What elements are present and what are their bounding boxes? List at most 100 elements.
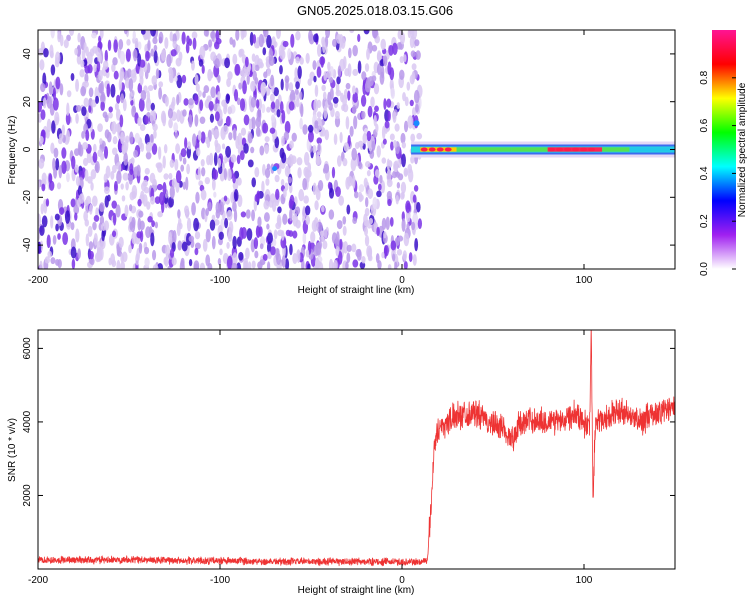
spectrogram-noise-blob: [208, 101, 214, 111]
spectrogram-noise-blob: [128, 204, 133, 212]
spectrogram-noise-blob: [336, 33, 342, 44]
spectrogram-noise-blob: [267, 261, 271, 269]
spectrogram-noise-blob: [226, 209, 233, 221]
spectrogram-noise-blob: [50, 64, 56, 76]
spectrogram-noise-blob: [210, 86, 216, 99]
colorbar-tick-label: 0.0: [699, 262, 710, 276]
spectrogram-noise-blob: [217, 91, 221, 101]
spectrogram-noise-blob: [186, 163, 191, 175]
spectrogram-noise-blob: [120, 183, 124, 190]
spectrogram-noise-blob: [115, 123, 121, 133]
carrier-track-peak: [580, 147, 588, 152]
spectrogram-noise-blob: [153, 44, 158, 52]
spectrogram-noise-blob: [198, 180, 204, 187]
spectrogram-noise-blob: [46, 234, 51, 249]
spectrogram-noise-blob: [270, 114, 276, 123]
spectrogram-noise-blob: [364, 63, 370, 72]
spectrogram-noise-blob: [150, 30, 157, 37]
spectrogram-noise-blob: [236, 154, 241, 165]
spectrogram-noise-blob: [327, 61, 331, 71]
spectrogram-noise-blob: [295, 81, 300, 90]
spectrogram-noise-blob: [251, 209, 255, 222]
spectrogram-noise-blob: [197, 166, 201, 181]
spectrogram-noise-blob: [137, 41, 142, 51]
spectrogram-noise-blob: [407, 115, 414, 129]
spectrogram-noise-blob: [276, 253, 282, 265]
spectrogram-noise-blob: [147, 84, 154, 92]
spectrogram-noise-blob: [369, 149, 375, 159]
spectrogram-noise-blob: [149, 195, 156, 205]
spectrogram-noise-blob: [407, 163, 413, 174]
spectrogram-y-tick-label: -40: [22, 237, 33, 252]
spectrogram-noise-blob: [39, 225, 45, 236]
spectrogram-noise-blob: [122, 172, 129, 181]
spectrogram-noise-blob: [75, 113, 79, 124]
spectrogram-noise-blob: [313, 75, 317, 83]
spectrogram-noise-blob: [415, 103, 419, 113]
spectrogram-noise-blob: [58, 207, 65, 215]
spectrogram-noise-blob: [322, 40, 326, 54]
spectrogram-noise-blob: [107, 39, 112, 52]
spectrogram-noise-blob: [383, 245, 388, 259]
spectrogram-noise-blob: [206, 95, 212, 103]
spectrogram-noise-blob: [350, 157, 357, 172]
spectrogram-noise-blob: [219, 248, 223, 256]
spectrogram-noise-blob: [194, 94, 199, 106]
spectrogram-noise-blob: [115, 204, 121, 218]
spectrogram-noise-blob: [74, 47, 79, 56]
spectrogram-noise-blob: [289, 140, 294, 149]
carrier-track-peak: [588, 147, 596, 152]
spectrogram-noise-blob: [294, 67, 298, 80]
spectrogram-noise-blob: [387, 198, 392, 207]
spectrogram-noise-blob: [288, 153, 294, 167]
spectrogram-noise-blob: [367, 247, 372, 261]
spectrogram-noise-blob: [337, 65, 342, 78]
spectrogram-noise-blob: [195, 147, 201, 157]
spectrogram-noise-blob: [65, 129, 71, 143]
spectrogram-noise-blob: [121, 195, 126, 202]
spectrogram-noise-blob: [209, 71, 214, 79]
spectrogram-noise-blob: [209, 113, 215, 123]
spectrogram-noise-blob: [46, 118, 52, 133]
spectrogram-noise-blob: [155, 68, 160, 80]
spectrogram-noise-blob: [390, 87, 395, 99]
spectrogram-noise-blob: [270, 74, 275, 87]
spectrogram-noise-blob: [93, 215, 100, 222]
spectrogram-noise-blob: [144, 167, 150, 175]
spectrogram-noise-blob: [314, 122, 319, 129]
spectrogram-noise-blob: [259, 243, 264, 250]
spectrogram-noise-blob: [248, 118, 253, 131]
spectrogram-noise-blob: [128, 244, 132, 254]
spectrogram-noise-blob: [294, 206, 301, 215]
spectrogram-noise-blob: [366, 130, 372, 142]
spectrogram-noise-blob: [339, 238, 343, 250]
spectrogram-noise-blob: [353, 115, 358, 130]
spectrogram-noise-blob: [129, 191, 135, 201]
spectrogram-noise-blob: [345, 176, 351, 190]
spectrogram-noise-blob: [244, 56, 249, 68]
spectrogram-noise-blob: [233, 208, 238, 223]
carrier-track-spot: [413, 120, 420, 127]
spectrogram-noise-blob: [90, 182, 94, 191]
spectrogram-noise-blob: [73, 204, 80, 215]
spectrogram-noise-blob: [191, 133, 197, 147]
spectrogram-noise-blob: [55, 76, 61, 90]
spectrogram-x-ticks: -200 -100 0 100: [28, 30, 593, 286]
spectrogram-noise-blob: [237, 132, 243, 147]
spectrogram-noise-blob: [211, 178, 216, 191]
spectrogram-noise-blob: [175, 57, 182, 67]
spectrogram-noise-blob: [380, 180, 386, 194]
spectrogram-noise-blob: [232, 173, 236, 184]
spectrogram-noise-blob: [144, 116, 149, 125]
spectrogram-noise-blob: [181, 241, 188, 252]
spectrogram-noise-blob: [75, 176, 80, 187]
spectrogram-noise-blob: [273, 87, 279, 97]
spectrogram-noise-blob: [182, 181, 187, 190]
spectrogram-noise-blob: [70, 246, 77, 259]
spectrogram-noise-blob: [174, 131, 178, 139]
spectrogram-noise-blob: [389, 216, 394, 227]
spectrogram-noise-blob: [61, 124, 65, 137]
figure-title: GN05.2025.018.03.15.G06: [297, 3, 453, 18]
spectrogram-noise-blob: [284, 120, 291, 134]
